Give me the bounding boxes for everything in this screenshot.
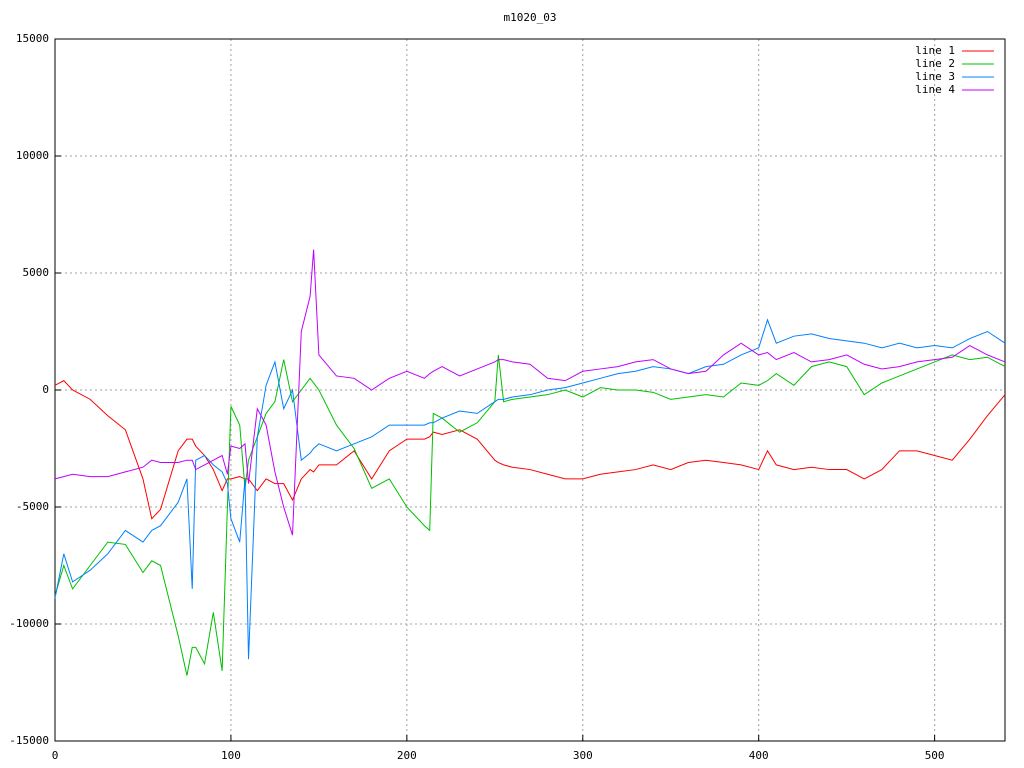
y-tick-label: -5000 <box>16 500 49 513</box>
x-tick-label: 400 <box>749 749 769 762</box>
x-tick-label: 0 <box>52 749 59 762</box>
data-line <box>54 380 1006 520</box>
data-line <box>54 354 1006 676</box>
chart-title: m1020_03 <box>504 11 557 24</box>
y-tick-label: -15000 <box>9 734 49 747</box>
y-tick-label: 15000 <box>16 32 49 45</box>
legend-label: line 1 <box>915 44 955 57</box>
legend-label: line 4 <box>915 83 955 96</box>
x-tick-label: 500 <box>925 749 945 762</box>
x-tick-label: 200 <box>397 749 417 762</box>
y-tick-label: -10000 <box>9 617 49 630</box>
y-tick-label: 5000 <box>23 266 50 279</box>
legend-label: line 2 <box>915 57 955 70</box>
y-tick-label: 0 <box>42 383 49 396</box>
legend-label: line 3 <box>915 70 955 83</box>
data-line <box>54 318 1006 660</box>
x-tick-label: 300 <box>573 749 593 762</box>
y-tick-label: 10000 <box>16 149 49 162</box>
plot-border <box>54 38 1006 742</box>
data-line <box>54 249 1006 536</box>
x-tick-label: 100 <box>221 749 241 762</box>
